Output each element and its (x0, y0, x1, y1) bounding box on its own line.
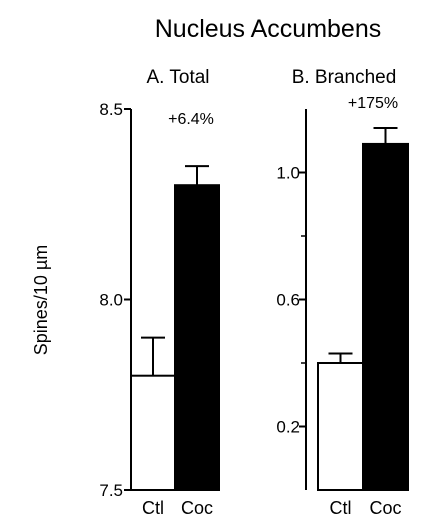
category-label: Coc (181, 498, 213, 518)
y-tick-label: 1.0 (276, 164, 300, 183)
bar-ctl (130, 374, 176, 492)
figure-title: Nucleus Accumbens (155, 15, 382, 43)
panel-b-title: B. Branched (292, 67, 397, 88)
category-label: Ctl (142, 498, 164, 518)
panel-b-branched: B. Branched +175% 0.2 0.6 1.0 Ctl Coc (276, 67, 409, 518)
panel-a-title: A. Total (146, 67, 209, 88)
category-label: Coc (369, 498, 401, 518)
panel-a-annotation: +6.4% (168, 111, 214, 128)
panel-b-annotation: +175% (348, 95, 398, 112)
bar-coc (174, 184, 220, 491)
y-tick-label: 8.5 (99, 100, 123, 119)
bar-ctl (317, 362, 364, 491)
category-label: Ctl (330, 498, 352, 518)
y-tick-label: 0.2 (276, 418, 300, 437)
y-tick-label: 8.0 (99, 291, 123, 310)
y-axis-label: Spines/10 µm (31, 245, 51, 355)
y-tick-label: 0.6 (276, 291, 300, 310)
y-tick-label: 7.5 (99, 481, 123, 500)
panel-a-total: A. Total +6.4% 7.5 8.0 8.5 Ctl Coc (99, 67, 220, 518)
bar-coc (362, 142, 409, 492)
